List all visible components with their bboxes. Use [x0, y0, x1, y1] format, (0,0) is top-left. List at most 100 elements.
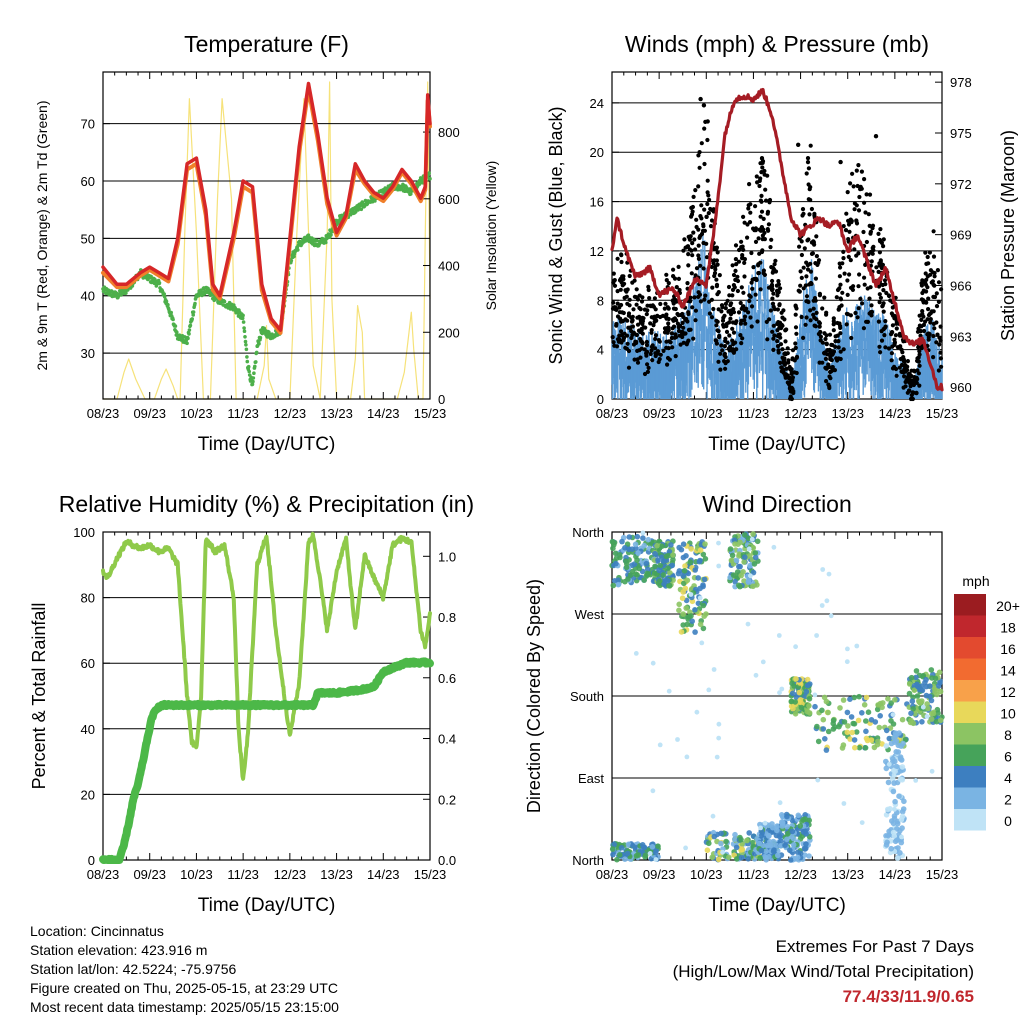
direction-point [627, 572, 634, 578]
direction-point [697, 621, 704, 628]
dewpoint-point [187, 332, 191, 336]
direction-point [751, 561, 758, 567]
gust-point [880, 303, 885, 308]
gust-point [877, 292, 882, 297]
gust-point [852, 207, 857, 212]
dewpoint-point [243, 335, 247, 339]
gust-point [723, 301, 729, 306]
y-tick-label: 50 [81, 231, 95, 246]
extremes-title: Extremes For Past 7 Days [775, 937, 974, 956]
gust-point [804, 294, 810, 299]
direction-point [784, 823, 790, 830]
gust-point [629, 315, 634, 320]
gust-point [713, 338, 718, 343]
dewpoint-point [257, 341, 261, 346]
gust-point [838, 282, 843, 287]
gust-point [919, 297, 925, 302]
direction-point [655, 843, 661, 849]
direction-point [875, 702, 881, 708]
gust-point [732, 348, 737, 353]
plot-frame [102, 531, 431, 861]
direction-point [757, 855, 763, 861]
gust-point [838, 265, 843, 270]
direction-point [676, 601, 682, 608]
x-axis-label: Time (Day/UTC) [708, 895, 846, 916]
gust-point [812, 323, 817, 328]
legend-label: 0 [1004, 813, 1012, 829]
y-tick-label: 0 [597, 392, 604, 407]
gust-point [876, 319, 882, 324]
gust-point [778, 342, 784, 347]
direction-point [741, 532, 748, 538]
gust-point [827, 332, 833, 337]
gust-point [929, 280, 934, 285]
gust-point [791, 389, 796, 394]
gust-point [682, 331, 687, 336]
gust-point [846, 218, 851, 223]
gust-point [854, 219, 859, 224]
gust-point [883, 345, 888, 350]
gust-point [923, 271, 928, 276]
direction-point [804, 676, 811, 683]
direction-point [804, 682, 811, 689]
x-axis-label: Time (Day/UTC) [198, 434, 336, 455]
gust-point [710, 285, 715, 290]
gust-point [689, 271, 694, 276]
gust-point [771, 265, 776, 271]
gust-point [758, 228, 764, 233]
direction-point [814, 633, 819, 638]
gust-point [707, 299, 712, 304]
gust-point [936, 299, 942, 304]
gust-point [882, 278, 888, 283]
gust-point [789, 396, 795, 402]
y2-tick-label: 975 [950, 126, 972, 141]
direction-point [680, 573, 686, 579]
direction-point [669, 562, 676, 569]
direction-point [656, 578, 663, 584]
gust-point [738, 300, 743, 306]
gust-point [634, 332, 639, 337]
dewpoint-point [329, 233, 333, 237]
direction-point [633, 651, 639, 656]
gust-point [928, 320, 933, 325]
gust-point [755, 319, 760, 324]
gust-point [866, 252, 871, 257]
gust-point [691, 230, 696, 235]
latlon-text: Station lat/lon: 42.5224; -75.9756 [30, 961, 237, 977]
gust-point [693, 247, 698, 252]
dewpoint-point [173, 324, 178, 328]
gust-point [856, 251, 861, 256]
gust-point [894, 373, 899, 378]
direction-point [848, 714, 855, 720]
gust-point [740, 253, 745, 258]
gust-point [762, 168, 767, 174]
direction-point [745, 856, 751, 862]
direction-point [734, 856, 740, 862]
gust-point [663, 301, 668, 306]
gust-point [793, 341, 798, 346]
gust-point [664, 312, 669, 317]
gust-point [783, 351, 789, 357]
direction-point [660, 572, 667, 578]
direction-point [797, 697, 804, 703]
x-axis-label: Time (Day/UTC) [198, 895, 336, 916]
gust-point [727, 293, 732, 298]
gust-point [692, 295, 697, 300]
gust-point [653, 336, 658, 341]
direction-point [899, 764, 906, 770]
gust-point [634, 340, 639, 346]
gust-point [901, 385, 906, 390]
gust-point [817, 321, 823, 326]
gust-point [816, 331, 822, 337]
x-tick-label: 11/23 [738, 867, 770, 882]
direction-point [732, 836, 738, 842]
direction-point [778, 838, 784, 844]
direction-point [863, 735, 870, 742]
gust-point [739, 239, 744, 244]
gust-point [725, 298, 730, 303]
gust-point [742, 257, 748, 262]
y-tick-label: 60 [81, 656, 95, 671]
gust-point [753, 204, 758, 209]
direction-point [888, 718, 894, 724]
gust-point [889, 358, 894, 363]
